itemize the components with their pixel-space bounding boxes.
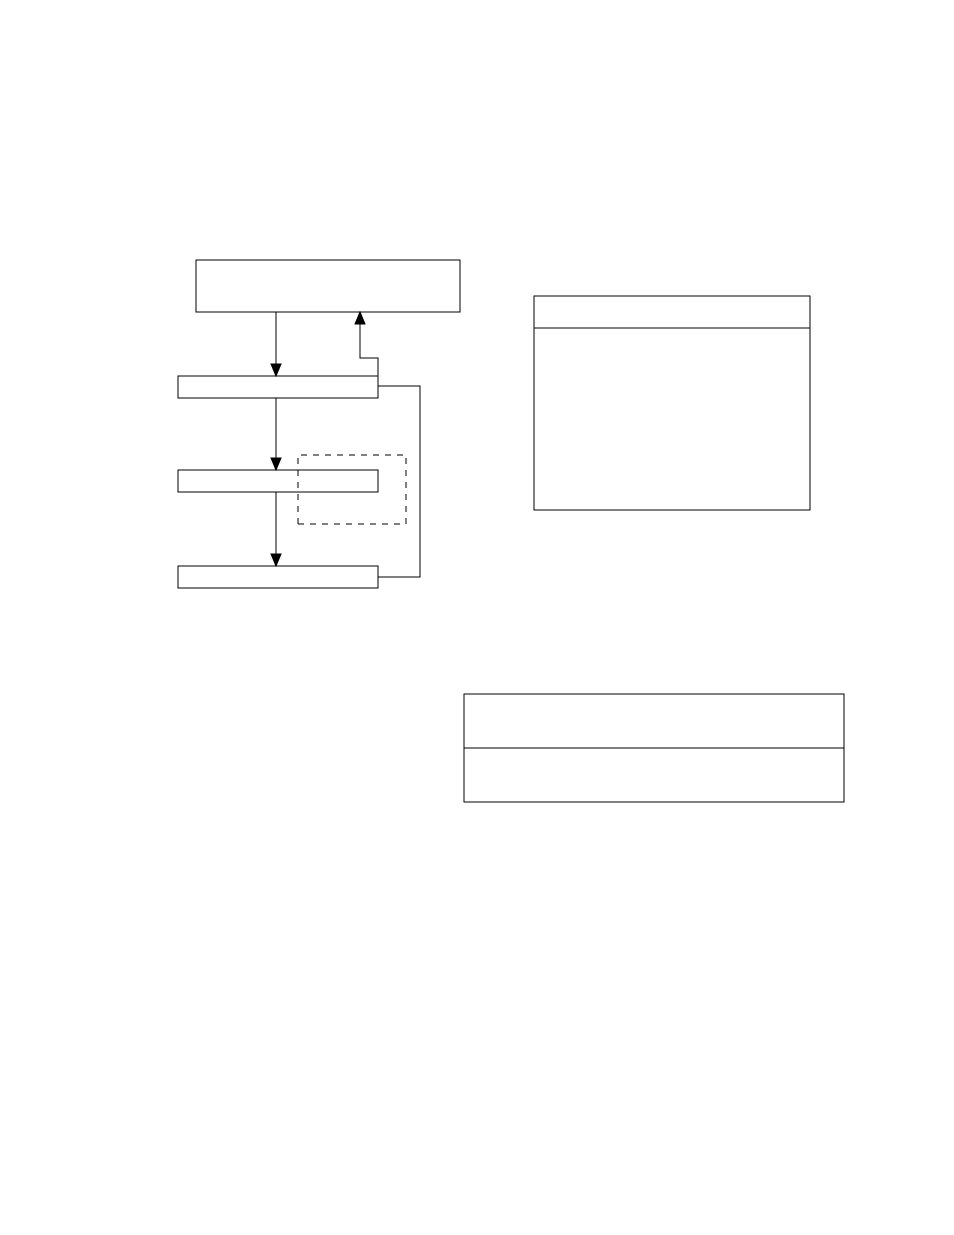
flowchart-node-n2 (178, 376, 378, 398)
flowchart-node-n4 (178, 566, 378, 588)
flowchart-arrowhead-a3 (271, 554, 281, 566)
flowchart-arrowhead-a4-return (355, 312, 365, 324)
flowchart-arrowhead-a1 (271, 364, 281, 376)
flowchart-node-n1 (196, 260, 460, 312)
flowchart-arrowhead-a2 (271, 458, 281, 470)
flowchart-edge-a4-return (360, 312, 420, 577)
flowchart-node-n3 (178, 470, 378, 492)
